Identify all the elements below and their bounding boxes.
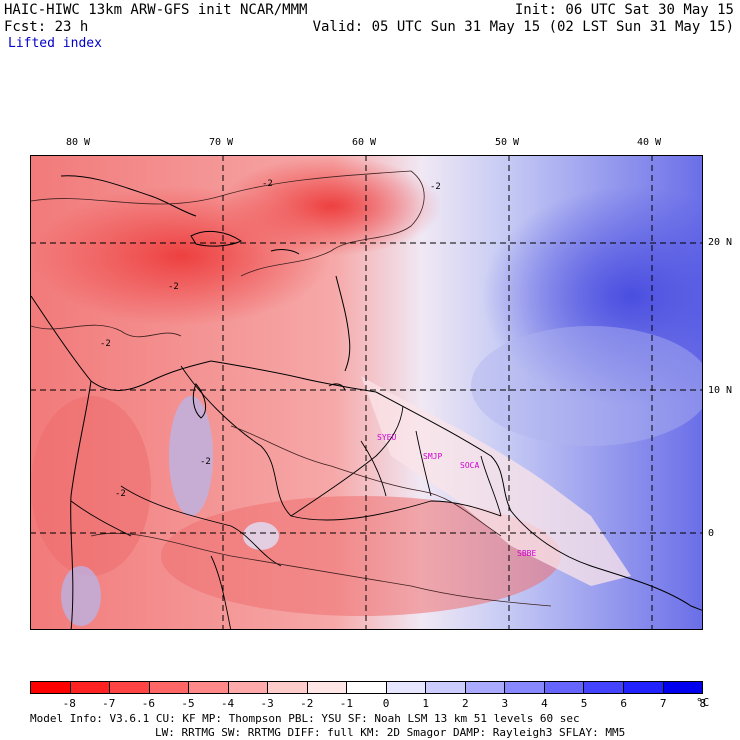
border-peru-brazil	[210, 555, 232, 629]
border-colombia-venezuela	[180, 365, 292, 517]
contour-line-west	[31, 324, 182, 338]
colorbar-swatch	[426, 682, 466, 693]
lat-label-0: 0	[708, 528, 715, 539]
colorbar-tick-label: -8	[62, 697, 76, 710]
colorbar-swatch	[623, 682, 664, 693]
colorbar-tick-label: 8	[699, 697, 707, 710]
colorbar-tick-label: -7	[102, 697, 116, 710]
colorbar-tick-label: 1	[422, 697, 429, 710]
contour-label: -2	[200, 457, 211, 467]
border-guyana	[360, 440, 387, 497]
station-label: SOCA	[460, 461, 480, 470]
model-title: HAIC-HIWC 13km ARW-GFS init NCAR/MMM	[4, 2, 308, 18]
contour-label: -2	[115, 489, 126, 499]
colorbar-unit: °C	[696, 696, 710, 709]
colorbar-tick-label: 3	[501, 697, 509, 710]
colorbar-swatch	[505, 682, 545, 693]
colorbar-swatch	[465, 682, 506, 693]
colorbar-tick-label: -4	[220, 697, 235, 710]
unstable-core-atlantic	[221, 156, 441, 256]
contour-line-south	[90, 532, 552, 607]
colorbar-swatch	[663, 682, 703, 693]
stable-patch-central	[243, 522, 279, 550]
colorbar-swatch	[347, 682, 387, 693]
coast-pacific	[70, 380, 92, 629]
lon-label-70w: 70 W	[209, 137, 234, 148]
lat-lon-grid	[30, 155, 703, 630]
forecast-hour: Fcst: 23 h	[4, 19, 89, 35]
colorbar-swatch	[584, 682, 624, 693]
coast-guianas	[375, 391, 702, 611]
colorbar-tick-label: -5	[181, 697, 195, 710]
stable-patch-west	[61, 566, 101, 626]
colorbar-swatch	[70, 682, 111, 693]
border-venezuela-brazil	[290, 405, 404, 517]
contour-label: -2	[100, 339, 111, 349]
border-french-guiana	[480, 455, 502, 517]
colorbar-tick-label: 5	[580, 697, 588, 710]
colorbar-tick-label: 0	[382, 697, 390, 710]
model-info-line-2: LW: RRTMG SW: RRTMG DIFF: full KM: 2D Sm…	[155, 726, 626, 739]
colorbar	[30, 681, 703, 694]
border-brazil-north	[290, 500, 502, 521]
lon-label-40w: 40 W	[637, 137, 662, 148]
colorbar-tick-label: 7	[659, 697, 667, 710]
init-time: Init: 06 UTC Sat 30 May 15	[514, 2, 734, 18]
coast-cuba	[60, 175, 197, 217]
stable-core-south	[471, 326, 702, 446]
lon-label-50w: 50 W	[495, 137, 520, 148]
colorbar-tick-label: -6	[141, 697, 155, 710]
border-peru-colombia	[120, 485, 282, 567]
station-label: SMJP	[423, 452, 443, 461]
model-info-line-1: Model Info: V3.6.1 CU: KF MP: Thompson P…	[30, 712, 580, 725]
station-label: SYEU	[377, 433, 397, 442]
contour-label: -2	[430, 182, 441, 192]
contour-label: -2	[262, 179, 273, 189]
field-name: Lifted index	[8, 36, 102, 51]
coast-hispaniola	[190, 230, 242, 247]
colorbar-tick-label: 2	[461, 697, 469, 710]
colorbar-swatch	[149, 682, 190, 693]
coast-puerto-rico	[270, 249, 300, 255]
colorbar-swatch	[268, 682, 308, 693]
lat-label-20n: 20 N	[708, 237, 733, 248]
colorbar-tick-label: -2	[300, 697, 314, 710]
colorbar-tick-label: -3	[260, 697, 274, 710]
colorbar-swatch	[31, 682, 71, 693]
stable-core	[481, 186, 702, 406]
coast-lesser-antilles	[335, 275, 351, 372]
border-suriname	[415, 430, 432, 497]
lon-label-80w: 80 W	[66, 137, 91, 148]
contour-label: -2	[168, 282, 179, 292]
colorbar-swatch	[189, 682, 229, 693]
colorbar-swatch	[386, 682, 427, 693]
colorbar-swatch	[544, 682, 585, 693]
colorbar-tick-label: 4	[541, 697, 548, 710]
colorbar-tick-label: 6	[620, 697, 627, 710]
station-label: SBBE	[517, 549, 537, 558]
coast-venezuela	[210, 360, 377, 393]
lon-label-60w: 60 W	[352, 137, 377, 148]
colorbar-swatch	[228, 682, 269, 693]
colorbar-swatch	[307, 682, 348, 693]
stable-patch-andes	[169, 396, 213, 516]
lat-label-10n: 10 N	[708, 385, 733, 396]
contour-line-interior	[230, 425, 502, 537]
colorbar-tick-label: -1	[339, 697, 353, 710]
contour-line-north	[31, 170, 425, 277]
valid-time: Valid: 05 UTC Sun 31 May 15 (02 LST Sun …	[312, 19, 734, 35]
colorbar-swatch	[110, 682, 150, 693]
coast-trinidad	[328, 383, 346, 391]
